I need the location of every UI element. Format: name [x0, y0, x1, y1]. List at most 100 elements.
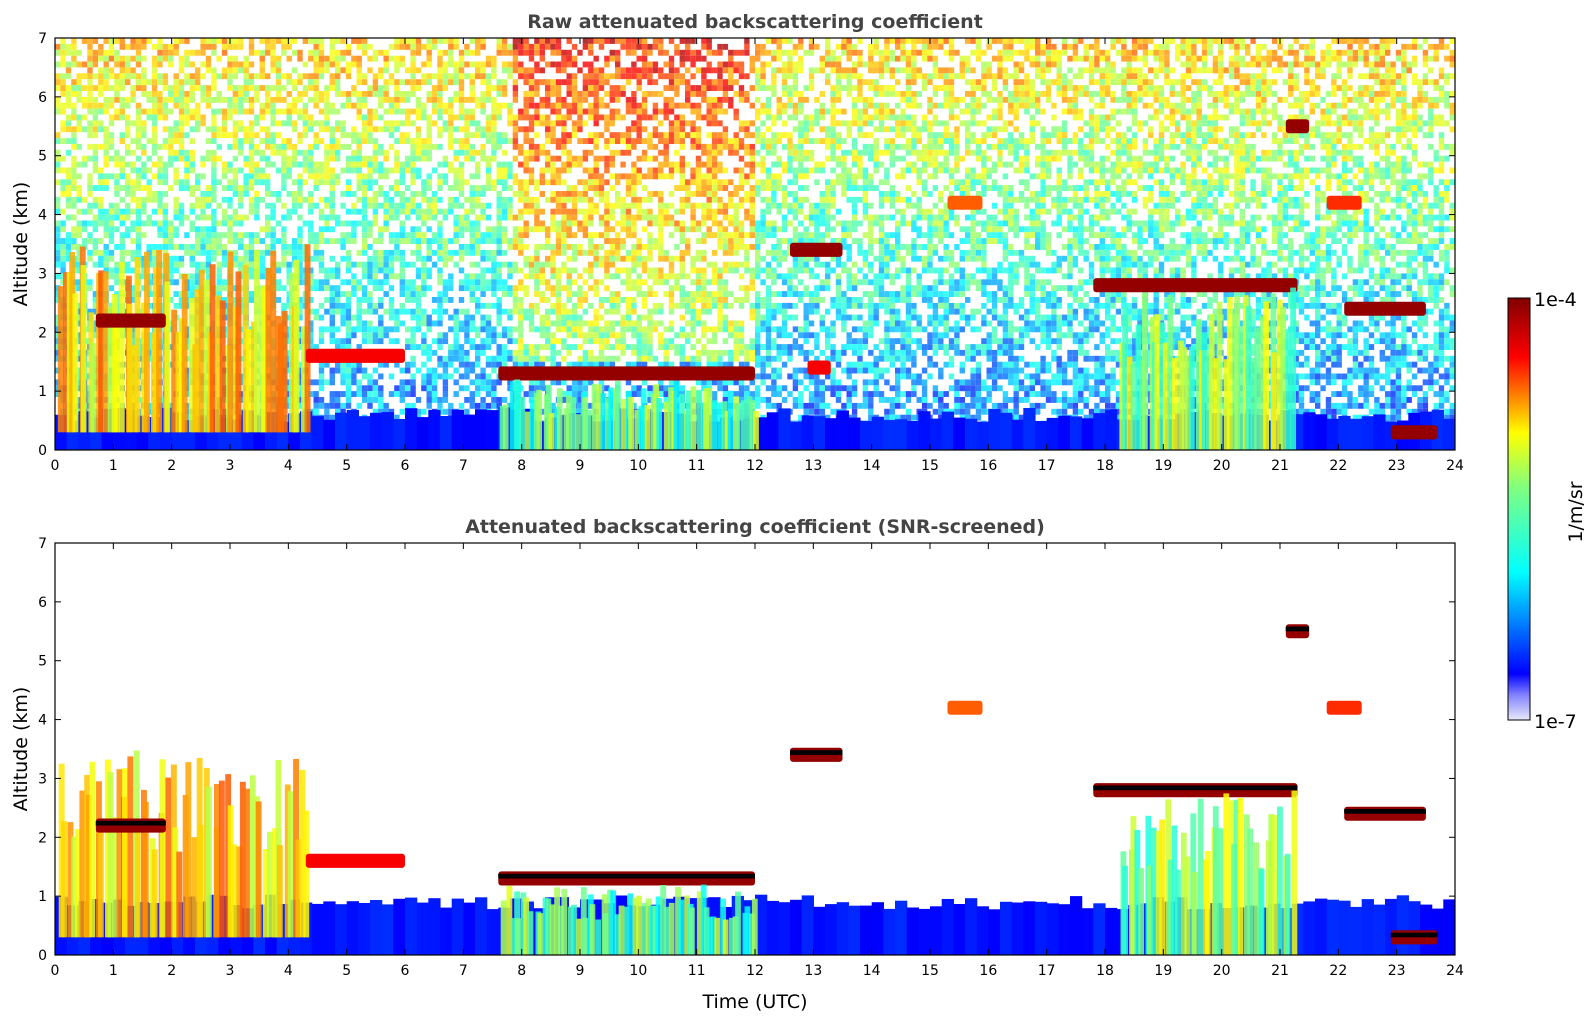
noise-cell [1029, 38, 1035, 44]
noise-cell [1417, 114, 1423, 121]
noise-cell [663, 61, 669, 68]
noise-cell [1131, 108, 1138, 115]
noise-cell [1363, 179, 1369, 186]
noise-cell [351, 155, 357, 162]
noise-cell [1180, 132, 1186, 139]
noise-cell [717, 108, 723, 115]
noise-cell [1234, 149, 1240, 156]
noise-cell [318, 161, 325, 168]
noise-cell [1137, 73, 1143, 80]
noise-cell [765, 185, 772, 191]
noise-cell [189, 202, 195, 209]
noise-cell [528, 73, 535, 80]
noise-cell [1164, 143, 1170, 150]
noise-cell [254, 132, 260, 139]
noise-cell [1438, 67, 1445, 74]
noise-cell [114, 149, 120, 156]
noise-cell [340, 126, 346, 133]
noise-cell [609, 91, 615, 97]
noise-cell [701, 55, 707, 62]
noise-cell [798, 161, 804, 168]
noise-cell [65, 85, 72, 91]
noise-cell [1406, 138, 1412, 144]
noise-cell [313, 173, 319, 180]
noise-cell [647, 114, 653, 121]
noise-cell [60, 191, 66, 197]
noise-cell [1347, 155, 1353, 162]
noise-cell [1411, 102, 1418, 109]
noise-cell [394, 179, 400, 186]
noise-cell [841, 67, 847, 74]
noise-cell [900, 196, 906, 203]
noise-cell [1142, 149, 1149, 156]
noise-cell [146, 79, 152, 86]
noise-cell [200, 114, 206, 121]
noise-cell [555, 179, 562, 186]
noise-cell [798, 67, 804, 74]
noise-cell [383, 67, 389, 74]
noise-cell [825, 208, 831, 215]
noise-cell [889, 143, 895, 150]
noise-cell [1271, 173, 1278, 180]
noise-cell [442, 208, 449, 215]
noise-cell [1379, 73, 1385, 80]
noise-cell [1223, 173, 1229, 180]
noise-cell [173, 196, 179, 203]
noise-cell [1105, 143, 1111, 150]
noise-cell [1261, 67, 1267, 74]
noise-cell [356, 149, 362, 156]
noise-cell [1245, 196, 1251, 203]
noise-cell [480, 149, 486, 156]
noise-cell [496, 38, 502, 44]
noise-cell [1185, 149, 1192, 156]
noise-cell [211, 132, 217, 139]
noise-cell [232, 43, 239, 50]
noise-cell [868, 79, 874, 86]
noise-cell [792, 155, 799, 162]
noise-cell [1061, 85, 1068, 91]
noise-cell [862, 79, 869, 86]
noise-cell [1121, 96, 1127, 103]
noise-cell [168, 61, 174, 68]
noise-cell [130, 167, 136, 174]
noise-cell [421, 79, 427, 86]
noise-cell [1255, 120, 1262, 127]
noise-cell [178, 202, 185, 209]
noise-cell [227, 102, 233, 109]
noise-cell [1018, 91, 1025, 97]
noise-cell [313, 67, 319, 74]
noise-cell [717, 96, 723, 103]
noise-cell [1411, 108, 1418, 115]
noise-cell [383, 96, 389, 103]
noise-cell [884, 38, 890, 44]
noise-cell [367, 126, 373, 133]
noise-cell [1347, 96, 1353, 103]
noise-cell [738, 196, 745, 203]
noise-cell [87, 61, 93, 68]
noise-cell [1105, 191, 1111, 197]
noise-cell [1411, 73, 1418, 80]
noise-cell [539, 149, 545, 156]
noise-cell [1153, 67, 1159, 74]
noise-cell [1449, 202, 1455, 209]
noise-cell [1078, 167, 1084, 174]
noise-cell [668, 108, 675, 115]
noise-cell [1336, 85, 1342, 91]
noise-cell [405, 138, 411, 144]
noise-cell [1309, 179, 1315, 186]
noise-cell [1191, 167, 1197, 174]
noise-cell [668, 138, 675, 144]
noise-cell [927, 143, 933, 150]
noise-cell [195, 108, 201, 115]
noise-cell [539, 179, 545, 186]
noise-cell [114, 91, 120, 97]
noise-cell [932, 38, 939, 44]
noise-cell [981, 161, 987, 168]
noise-cell [464, 43, 470, 50]
noise-cell [1406, 179, 1412, 186]
noise-cell [1417, 120, 1423, 127]
noise-cell [448, 143, 454, 150]
noise-cell [798, 167, 804, 174]
noise-cell [943, 132, 949, 139]
noise-cell [1438, 191, 1445, 197]
